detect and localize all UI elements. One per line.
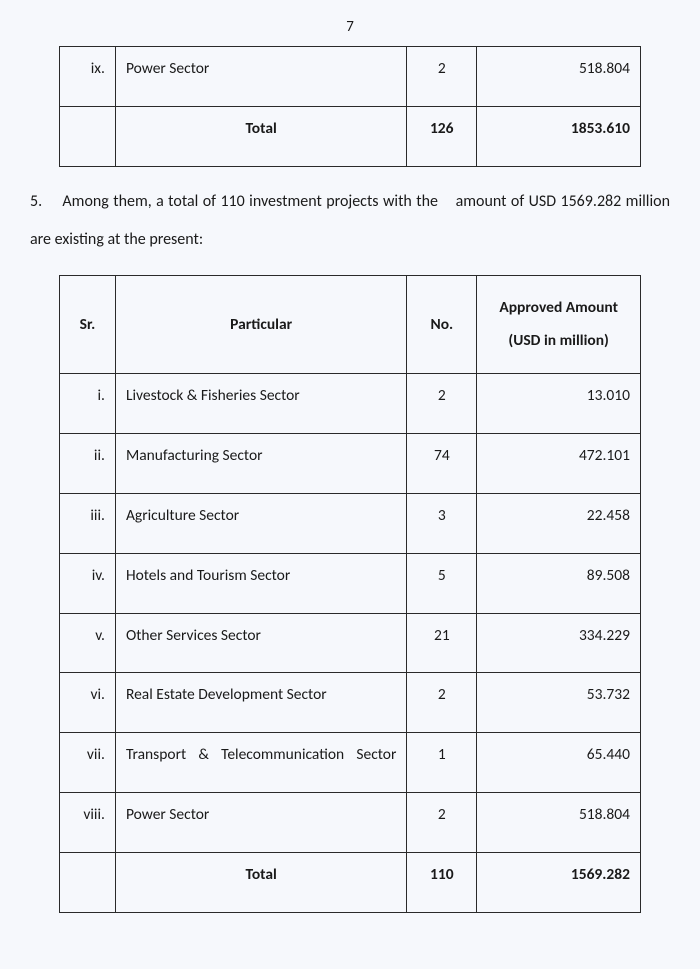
paragraph-number: 5. — [30, 183, 58, 221]
cell-sr: ii. — [60, 434, 116, 494]
cell-no: 126 — [407, 106, 477, 166]
cell-no: 2 — [407, 673, 477, 733]
cell-particular: Power Sector — [115, 793, 406, 853]
cell-amount: 89.508 — [477, 553, 641, 613]
cell-amount: 334.229 — [477, 613, 641, 673]
cell-sr: viii. — [60, 793, 116, 853]
cell-particular: Hotels and Tourism Sector — [115, 553, 406, 613]
cell-sr: vi. — [60, 673, 116, 733]
cell-particular: Agriculture Sector — [115, 494, 406, 554]
cell-no: 2 — [407, 793, 477, 853]
cell-amount: 65.440 — [477, 733, 641, 793]
cell-sr: ix. — [60, 47, 116, 107]
table-row: v.Other Services Sector21334.229 — [60, 613, 641, 673]
table-row: iv.Hotels and Tourism Sector589.508 — [60, 553, 641, 613]
cell-total-label: Total — [115, 106, 406, 166]
cell-no: 2 — [407, 374, 477, 434]
cell-amount: 13.010 — [477, 374, 641, 434]
table-row: vii.Transport & Telecommunication Sector… — [60, 733, 641, 793]
table2-header-row: Sr. Particular No. Approved Amount (USD … — [60, 276, 641, 374]
amount-header-line1: Approved Amount — [499, 298, 618, 317]
document-page: 7 ix.Power Sector2518.804Total1261853.61… — [0, 0, 700, 969]
table2-head: Sr. Particular No. Approved Amount (USD … — [60, 276, 641, 374]
cell-sr: vii. — [60, 733, 116, 793]
table-row: ix.Power Sector2518.804 — [60, 47, 641, 107]
cell-amount: 22.458 — [477, 494, 641, 554]
cell-sr: iii. — [60, 494, 116, 554]
paragraph-text-before: Among them, a total of 110 investment pr… — [62, 192, 438, 211]
cell-no: 110 — [407, 852, 477, 912]
cell-total-label: Total — [115, 852, 406, 912]
cell-no: 2 — [407, 47, 477, 107]
summary-table-1: ix.Power Sector2518.804Total1261853.610 — [59, 46, 641, 167]
cell-particular: Power Sector — [115, 47, 406, 107]
table-row: iii.Agriculture Sector322.458 — [60, 494, 641, 554]
cell-particular: Livestock & Fisheries Sector — [115, 374, 406, 434]
amount-header-line2: (USD in million) — [508, 331, 609, 350]
cell-no: 1 — [407, 733, 477, 793]
table-row: ii.Manufacturing Sector74472.101 — [60, 434, 641, 494]
cell-particular: Manufacturing Sector — [115, 434, 406, 494]
summary-table-2: Sr. Particular No. Approved Amount (USD … — [59, 275, 641, 912]
col-header-amount: Approved Amount (USD in million) — [477, 276, 641, 374]
cell-particular: Other Services Sector — [115, 613, 406, 673]
table-row: viii.Power Sector2518.804 — [60, 793, 641, 853]
cell-amount: 1569.282 — [477, 852, 641, 912]
cell-sr: v. — [60, 613, 116, 673]
cell-amount: 472.101 — [477, 434, 641, 494]
cell-amount: 518.804 — [477, 793, 641, 853]
cell-no: 3 — [407, 494, 477, 554]
cell-no: 21 — [407, 613, 477, 673]
table1-body: ix.Power Sector2518.804Total1261853.610 — [60, 47, 641, 167]
cell-amount: 53.732 — [477, 673, 641, 733]
col-header-sr: Sr. — [60, 276, 116, 374]
page-number: 7 — [30, 18, 670, 36]
col-header-no: No. — [407, 276, 477, 374]
cell-particular: Real Estate Development Sector — [115, 673, 406, 733]
cell-sr — [60, 106, 116, 166]
cell-sr: i. — [60, 374, 116, 434]
cell-particular: Transport & Telecommunication Sector — [115, 733, 406, 793]
table-total-row: Total1261853.610 — [60, 106, 641, 166]
table2-body: i.Livestock & Fisheries Sector213.010ii.… — [60, 374, 641, 912]
paragraph-5: 5. Among them, a total of 110 investment… — [30, 183, 670, 260]
col-header-particular: Particular — [115, 276, 406, 374]
cell-sr: iv. — [60, 553, 116, 613]
cell-no: 5 — [407, 553, 477, 613]
paragraph-gap — [438, 192, 451, 211]
cell-amount: 518.804 — [477, 47, 641, 107]
table-total-row: Total1101569.282 — [60, 852, 641, 912]
cell-no: 74 — [407, 434, 477, 494]
cell-amount: 1853.610 — [477, 106, 641, 166]
table-row: vi.Real Estate Development Sector253.732 — [60, 673, 641, 733]
table-row: i.Livestock & Fisheries Sector213.010 — [60, 374, 641, 434]
cell-sr — [60, 852, 116, 912]
